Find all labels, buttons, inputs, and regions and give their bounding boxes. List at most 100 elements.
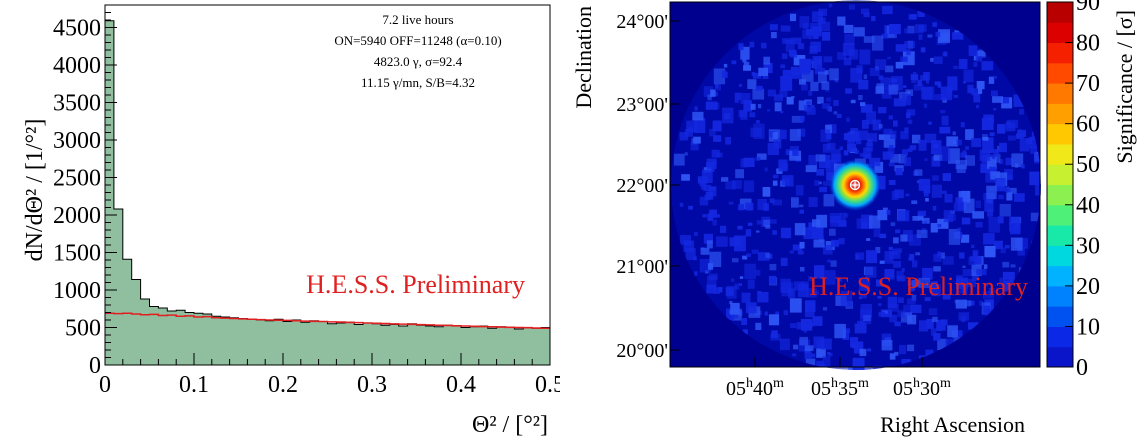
histogram-bar xyxy=(514,329,524,365)
histogram-bar xyxy=(469,326,480,365)
stats-line: 7.2 live hours xyxy=(382,12,453,27)
colorbar-tick-label: 90 xyxy=(1076,0,1100,16)
x-tick-label: 0.1 xyxy=(179,372,209,398)
histogram-bar xyxy=(496,326,506,365)
histogram-bar xyxy=(523,327,533,365)
y-axis-label: dN/dΘ² / [1/°²] xyxy=(22,119,48,262)
y-tick-label: 4000 xyxy=(53,53,101,79)
histogram-bar xyxy=(309,320,319,365)
right-ascension-ticks: 05h40m 05h35m 05h30m xyxy=(726,357,951,400)
y-axis-ticks: 0 500 1000 1500 2000 2500 3000 3500 4000 4500 xyxy=(53,12,117,379)
x-tick-label: 0.4 xyxy=(446,372,476,398)
histogram-bar xyxy=(265,320,275,365)
colorbar-tick-label: 20 xyxy=(1076,274,1100,300)
histogram-bar xyxy=(372,323,382,365)
histogram-bar xyxy=(122,259,132,365)
histogram-bars xyxy=(105,20,551,365)
dec-tick-label: 20°00' xyxy=(616,340,668,362)
histogram-bar xyxy=(327,323,337,365)
ra-tick-label: 05h30m xyxy=(893,376,951,400)
histogram-bar xyxy=(416,325,426,365)
colorbar-swatch xyxy=(1047,265,1073,287)
colorbar-swatch xyxy=(1047,326,1073,348)
declination-ticks: 20°00' 21°00' 22°00' 23°00' 24°00' xyxy=(616,11,680,362)
histogram-bar xyxy=(256,320,266,365)
preliminary-watermark: H.E.S.S. Preliminary xyxy=(809,272,1028,301)
colorbar-tick-label: 70 xyxy=(1076,71,1100,97)
histogram-bar xyxy=(113,209,124,365)
histogram-bar xyxy=(238,318,248,365)
y-tick-label: 2500 xyxy=(53,166,101,192)
histogram-bar xyxy=(291,320,302,365)
stats-line: ON=5940 OFF=11248 (α=0.10) xyxy=(334,33,501,48)
y-tick-label: 3000 xyxy=(53,128,101,154)
colorbar-tick-label: 30 xyxy=(1076,233,1100,259)
histogram-bar xyxy=(336,323,346,365)
colorbar-tick-label: 60 xyxy=(1076,112,1100,138)
colorbar-tick-label: 50 xyxy=(1076,152,1100,178)
histogram-bar xyxy=(452,326,462,365)
colorbar-swatch xyxy=(1047,245,1073,267)
histogram-bar xyxy=(425,326,435,365)
histogram-bar xyxy=(274,319,284,365)
stats-box: 7.2 live hours ON=5940 OFF=11248 (α=0.10… xyxy=(288,7,548,99)
x-tick-label: 0.3 xyxy=(357,372,387,398)
ra-tick-label: 05h35m xyxy=(811,376,869,400)
histogram-bar xyxy=(532,328,542,365)
x-tick-label: 0.2 xyxy=(268,372,298,398)
dec-tick-label: 21°00' xyxy=(616,256,668,278)
x-axis-label: Right Ascension xyxy=(880,412,1025,437)
y-tick-label: 0 xyxy=(89,353,101,379)
y-tick-label: 4500 xyxy=(53,16,101,42)
colorbar-swatch xyxy=(1047,2,1073,23)
histogram-bar xyxy=(149,306,159,365)
colorbar-swatch xyxy=(1047,306,1073,327)
histogram-bar xyxy=(211,316,221,365)
colorbar-swatch xyxy=(1047,346,1073,368)
colorbar-swatch xyxy=(1047,164,1073,185)
colorbar-tick-label: 0 xyxy=(1076,355,1088,381)
y-axis-label: Declination xyxy=(571,6,596,109)
histogram-bar xyxy=(167,311,177,365)
histogram-bar xyxy=(541,327,551,365)
histogram-bar xyxy=(158,308,168,365)
x-axis-label: Θ² / [°²] xyxy=(472,412,548,438)
histogram-bar xyxy=(380,325,391,365)
ra-tick-label: 05h40m xyxy=(726,376,784,400)
source-marker xyxy=(849,179,861,191)
histogram-bar xyxy=(131,279,141,365)
colorbar-ticks: 0 10 20 30 40 50 60 70 80 90 xyxy=(1065,0,1100,381)
y-tick-label: 3500 xyxy=(53,91,101,117)
histogram-bar xyxy=(283,321,293,365)
y-tick-label: 500 xyxy=(65,316,101,342)
histogram-bar xyxy=(247,319,257,365)
histogram-bar xyxy=(389,324,399,365)
histogram-bar xyxy=(478,326,488,365)
histogram-bar xyxy=(407,323,417,365)
histogram-bar xyxy=(229,317,239,365)
histogram-bar xyxy=(354,324,364,365)
y-tick-label: 1500 xyxy=(53,241,101,267)
colorbar-label: Significance / [σ] xyxy=(1112,10,1137,164)
x-tick-label: 0.5 xyxy=(535,372,560,398)
histogram-bar xyxy=(318,321,328,365)
colorbar-swatch xyxy=(1047,143,1073,165)
histogram-bar xyxy=(461,327,471,365)
histogram-bar xyxy=(398,326,408,365)
histogram-bar xyxy=(505,327,515,365)
histogram-bar xyxy=(434,326,444,365)
histogram-bar xyxy=(194,313,204,365)
histogram-bar xyxy=(487,328,497,365)
significance-map-chart: 20°00'21°00'22°00'23°00'24°00' 05h40m 05h… xyxy=(571,0,1137,437)
histogram-bar xyxy=(300,322,310,365)
colorbar-tick-label: 80 xyxy=(1076,31,1100,57)
colorbar-swatch xyxy=(1047,204,1073,226)
colorbar-swatch xyxy=(1047,225,1073,246)
y-tick-label: 2000 xyxy=(53,203,101,229)
colorbar-swatch xyxy=(1047,285,1073,307)
histogram-bar xyxy=(202,314,213,365)
histogram-bar xyxy=(185,312,195,365)
colorbar-swatch xyxy=(1047,103,1073,125)
colorbar-swatch xyxy=(1047,22,1073,44)
preliminary-watermark: H.E.S.S. Preliminary xyxy=(306,270,525,299)
